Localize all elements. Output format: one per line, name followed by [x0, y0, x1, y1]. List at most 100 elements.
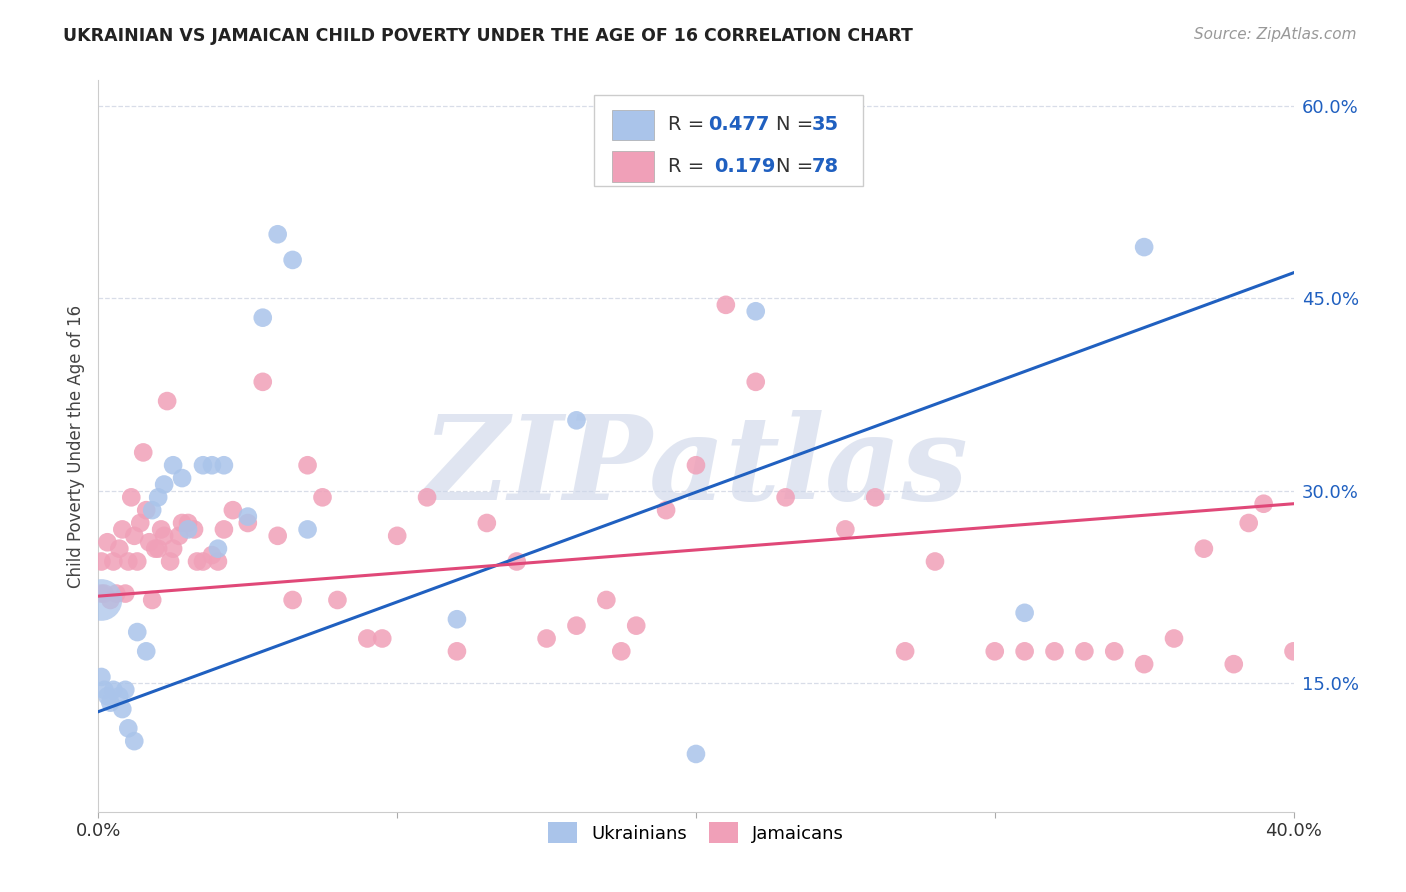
Point	[610, 644, 633, 658]
Point	[191, 458, 214, 473]
Point	[114, 682, 136, 697]
Text: 78: 78	[811, 157, 839, 176]
Point	[177, 516, 200, 530]
Point	[894, 644, 917, 658]
Point	[156, 394, 179, 409]
Text: R =: R =	[668, 115, 711, 135]
Text: N =: N =	[776, 115, 820, 135]
Point	[685, 458, 707, 473]
Point	[267, 529, 290, 543]
Point	[183, 523, 205, 537]
Point	[186, 554, 208, 568]
Point	[117, 554, 139, 568]
Point	[117, 721, 139, 735]
Point	[595, 593, 617, 607]
Point	[1192, 541, 1215, 556]
Point	[93, 586, 115, 600]
Point	[103, 554, 125, 568]
Point	[172, 471, 194, 485]
Point	[506, 554, 529, 568]
Point	[148, 541, 170, 556]
Point	[536, 632, 558, 646]
Point	[281, 593, 304, 607]
Point	[108, 690, 131, 704]
Point	[446, 612, 468, 626]
Point	[745, 375, 768, 389]
Point	[162, 541, 184, 556]
Point	[297, 523, 319, 537]
Point	[1014, 606, 1036, 620]
Point	[222, 503, 245, 517]
Point	[143, 541, 166, 556]
Point	[252, 375, 274, 389]
Text: ZIPatlas: ZIPatlas	[423, 410, 969, 525]
Point	[252, 310, 274, 325]
Point	[236, 516, 259, 530]
Text: 0.477: 0.477	[709, 115, 769, 135]
Point	[201, 548, 224, 562]
Point	[356, 632, 378, 646]
Point	[267, 227, 290, 242]
Point	[371, 632, 394, 646]
Point	[111, 523, 134, 537]
Point	[150, 523, 173, 537]
Point	[1253, 497, 1275, 511]
Y-axis label: Child Poverty Under the Age of 16: Child Poverty Under the Age of 16	[66, 304, 84, 588]
Point	[96, 690, 118, 704]
Point	[714, 298, 737, 312]
Legend: Ukrainians, Jamaicans: Ukrainians, Jamaicans	[537, 812, 855, 854]
Point	[385, 529, 409, 543]
Point	[90, 554, 112, 568]
Point	[114, 586, 136, 600]
Point	[96, 535, 118, 549]
Point	[108, 541, 131, 556]
Point	[111, 702, 134, 716]
Point	[132, 445, 155, 459]
Text: R =: R =	[668, 157, 717, 176]
Point	[90, 593, 112, 607]
Point	[207, 541, 229, 556]
Point	[153, 477, 176, 491]
Point	[775, 491, 797, 505]
Point	[90, 586, 112, 600]
Point	[565, 413, 588, 427]
Point	[129, 516, 152, 530]
Point	[162, 458, 184, 473]
Point	[124, 529, 146, 543]
Text: N =: N =	[776, 157, 820, 176]
Point	[236, 509, 259, 524]
Point	[98, 593, 122, 607]
Point	[416, 491, 439, 505]
Point	[281, 252, 304, 267]
Point	[1104, 644, 1126, 658]
Point	[135, 644, 157, 658]
Point	[148, 491, 170, 505]
Point	[984, 644, 1007, 658]
Point	[212, 458, 235, 473]
Point	[475, 516, 498, 530]
Point	[103, 682, 125, 697]
Point	[834, 523, 856, 537]
Point	[297, 458, 319, 473]
Point	[98, 696, 122, 710]
Point	[924, 554, 946, 568]
Point	[207, 554, 229, 568]
Point	[201, 458, 224, 473]
Text: Source: ZipAtlas.com: Source: ZipAtlas.com	[1194, 27, 1357, 42]
Point	[1073, 644, 1095, 658]
Point	[177, 523, 200, 537]
Point	[93, 682, 115, 697]
Point	[141, 593, 163, 607]
Point	[1014, 644, 1036, 658]
Point	[565, 618, 588, 632]
Point	[1223, 657, 1246, 672]
Point	[172, 516, 194, 530]
Point	[865, 491, 887, 505]
Point	[153, 529, 176, 543]
FancyBboxPatch shape	[613, 110, 654, 140]
Point	[655, 503, 678, 517]
Point	[120, 491, 142, 505]
Point	[745, 304, 768, 318]
Point	[1043, 644, 1066, 658]
FancyBboxPatch shape	[595, 95, 863, 186]
